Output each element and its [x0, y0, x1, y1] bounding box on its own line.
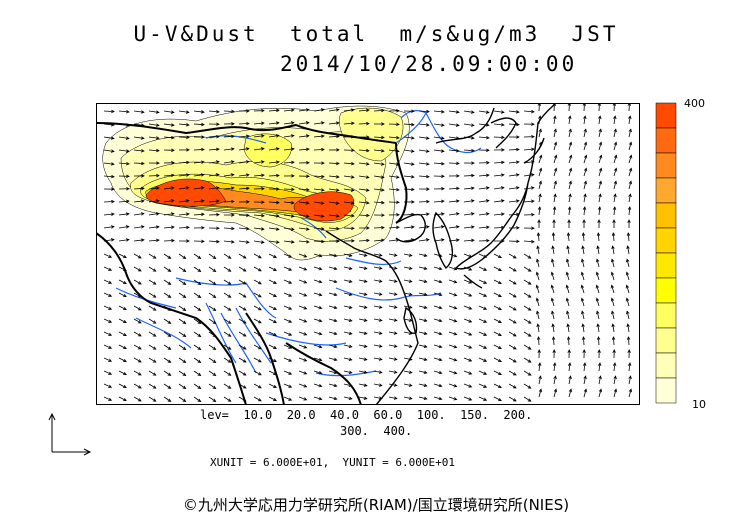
colorbar-swatch	[655, 252, 677, 279]
color-scale-bar	[655, 102, 677, 404]
colorbar-swatch	[655, 277, 677, 304]
colorbar-swatch	[655, 302, 677, 329]
colorbar-swatch	[655, 152, 677, 179]
colorbar-swatch	[655, 177, 677, 204]
copyright-credit: ©九州大学応用力学研究所(RIAM)/国立環境研究所(NIES)	[182, 496, 570, 514]
unit-vector-axes-icon	[48, 412, 92, 456]
colorbar-min-label: 10	[692, 398, 706, 411]
colorbar-swatch	[655, 227, 677, 254]
unit-vector-legend: XUNIT = 6.000E+01, YUNIT = 6.000E+01	[210, 456, 456, 469]
colorbar-max-label: 400	[684, 97, 705, 110]
colorbar-swatch	[655, 327, 677, 354]
country-borders	[96, 122, 408, 405]
colorbar-swatch	[655, 352, 677, 379]
colorbar-swatch	[655, 202, 677, 229]
coastlines	[325, 103, 557, 405]
dust-wind-map	[96, 103, 640, 405]
colorbar-swatch	[655, 127, 677, 154]
colorbar-swatch	[655, 377, 677, 404]
colorbar-swatch	[655, 102, 677, 129]
wind-vectors	[103, 103, 633, 403]
contour-levels-line1: lev= 10.0 20.0 40.0 60.0 100. 150. 200.	[200, 408, 533, 422]
chart-title: U-V&Dust total m/s&ug/m3 JST	[133, 22, 619, 46]
dust-concentration-field	[102, 105, 410, 261]
contour-levels-line2: 300. 400.	[340, 424, 413, 438]
chart-datetime: 2014/10/28.09:00:00	[280, 52, 578, 76]
